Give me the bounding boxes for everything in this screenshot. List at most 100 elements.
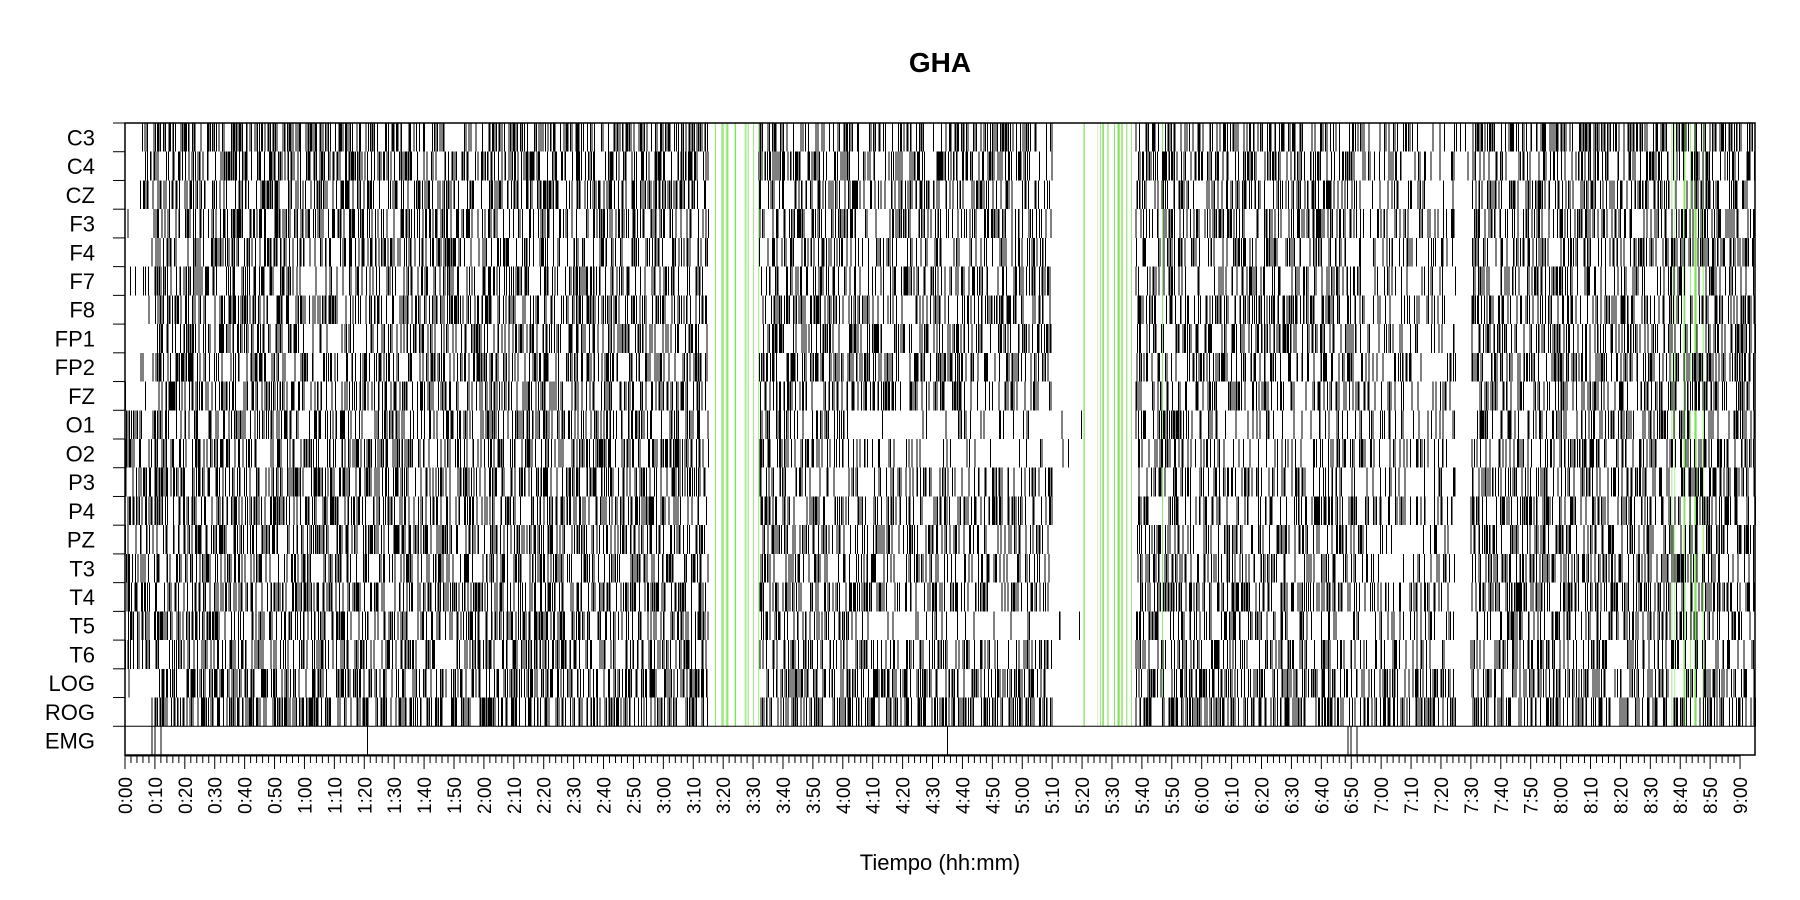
channel-row-t3 — [113, 553, 1755, 583]
channel-label-cz: CZ — [66, 183, 95, 208]
channel-events-f3 — [127, 209, 1755, 238]
channel-events-pz — [125, 525, 1754, 554]
x-tick-label: 8:10 — [1582, 777, 1603, 814]
event-layer — [113, 122, 1757, 755]
x-tick-label: 0:00 — [116, 777, 137, 814]
x-tick-label: 8:30 — [1641, 777, 1662, 814]
channel-events-t3 — [125, 553, 1755, 583]
channel-label-o1: O1 — [66, 413, 95, 438]
x-tick-label: 5:30 — [1103, 777, 1124, 814]
highlight-interval-1 — [1083, 123, 1132, 727]
channel-row-t6 — [113, 639, 1755, 669]
channel-row-fp1 — [113, 323, 1756, 353]
x-tick-label: 8:00 — [1552, 777, 1573, 814]
x-tick-label: 3:00 — [654, 777, 675, 814]
channel-events-emg — [151, 726, 1358, 755]
highlight-interval-0 — [714, 123, 760, 727]
channel-row-log — [113, 668, 1755, 698]
x-axis-label: Tiempo (hh:mm) — [860, 850, 1021, 875]
x-tick-label: 5:40 — [1133, 777, 1154, 814]
channel-row-c3 — [113, 122, 1753, 152]
channel-row-f3 — [113, 208, 1755, 238]
channel-events-o1 — [125, 410, 1755, 439]
x-tick-label: 7:00 — [1372, 777, 1393, 814]
x-tick-label: 1:40 — [415, 777, 436, 814]
channel-events-p4 — [127, 496, 1756, 526]
channel-row-f7 — [113, 266, 1754, 296]
channel-row-pz — [113, 524, 1754, 554]
channel-row-p3 — [113, 467, 1755, 497]
channel-row-c4 — [113, 151, 1756, 181]
channel-label-f3: F3 — [69, 212, 95, 237]
x-tick-label: 6:20 — [1253, 777, 1274, 814]
x-tick-label: 8:20 — [1611, 777, 1632, 814]
x-tick-label: 2:00 — [475, 777, 496, 814]
channel-events-t5 — [124, 611, 1751, 641]
channel-row-f4 — [113, 237, 1754, 267]
x-tick-label: 4:00 — [834, 777, 855, 814]
x-tick-label: 4:40 — [953, 777, 974, 814]
x-tick-label: 6:30 — [1282, 777, 1303, 814]
channel-row-t5 — [113, 610, 1751, 641]
y-axis: C3 C4 CZ F3 F4 F7 F8 FP1 FP2 FZ O1 O2 P3 P4 PZ T3 T4 T5 T6… — [45, 125, 95, 753]
x-tick-label: 7:30 — [1462, 777, 1483, 814]
x-tick-label: 2:10 — [505, 777, 526, 814]
channel-label-c4: C4 — [67, 154, 95, 179]
x-tick-label: 3:10 — [684, 777, 705, 814]
x-tick-label: 0:30 — [206, 777, 227, 814]
channel-row-fp2 — [113, 352, 1755, 382]
x-tick-label: 1:00 — [295, 777, 316, 814]
channel-events-f4 — [151, 237, 1754, 267]
channel-events-t4 — [126, 582, 1756, 612]
x-tick-label: 2:20 — [535, 777, 556, 814]
x-tick-label: 0:40 — [236, 777, 257, 814]
channel-events-rog — [151, 697, 1757, 727]
highlight-layer — [714, 123, 1705, 727]
x-tick-label: 7:10 — [1402, 777, 1423, 814]
x-tick-label: 0:10 — [146, 777, 167, 814]
x-tick-label: 1:10 — [325, 777, 346, 814]
channel-row-emg — [113, 725, 1358, 755]
channel-row-fz — [113, 381, 1754, 411]
x-tick-label: 3:50 — [804, 777, 825, 814]
channel-events-fp1 — [157, 324, 1756, 353]
channel-label-fz: FZ — [68, 384, 95, 409]
x-tick-label: 4:50 — [983, 777, 1004, 814]
x-axis: 0:00 0:10 0:20 0:30 0:40 0:50 1:00 1:10 1:20 1:30… — [116, 755, 1752, 814]
channel-label-p4: P4 — [68, 499, 95, 524]
channel-label-f4: F4 — [69, 240, 95, 265]
channel-label-c3: C3 — [67, 125, 95, 150]
channel-events-f7 — [130, 266, 1754, 296]
x-tick-label: 0:50 — [266, 777, 287, 814]
channel-row-o2 — [113, 438, 1756, 468]
channel-events-o2 — [125, 439, 1756, 468]
channel-row-o1 — [113, 409, 1755, 439]
channel-events-f8 — [148, 295, 1755, 325]
x-tick-label: 4:20 — [894, 777, 915, 814]
channel-events-fz — [125, 381, 1754, 411]
channel-events-cz — [139, 180, 1748, 210]
x-tick-label: 6:50 — [1342, 777, 1363, 814]
x-tick-label: 3:20 — [714, 777, 735, 814]
chart-title: GHA — [909, 47, 971, 78]
channel-label-pz: PZ — [67, 528, 95, 553]
x-tick-label: 6:00 — [1193, 777, 1214, 814]
channel-label-p3: P3 — [68, 470, 95, 495]
channel-label-o2: O2 — [66, 441, 95, 466]
x-tick-label: 5:20 — [1073, 777, 1094, 814]
x-tick-label: 1:30 — [385, 777, 406, 814]
channel-row-rog — [113, 697, 1757, 727]
x-tick-label: 7:50 — [1522, 777, 1543, 814]
plot-frame — [124, 122, 1756, 756]
channel-events-p3 — [124, 467, 1755, 497]
x-tick-label: 7:40 — [1492, 777, 1513, 814]
channel-label-f8: F8 — [69, 298, 95, 323]
x-tick-label: 8:50 — [1701, 777, 1722, 814]
x-tick-label: 7:20 — [1432, 777, 1453, 814]
channel-events-fp2 — [140, 352, 1755, 382]
x-tick-label: 5:00 — [1013, 777, 1034, 814]
x-tick-label: 4:10 — [864, 777, 885, 814]
channel-label-f7: F7 — [69, 269, 95, 294]
channel-label-t5: T5 — [69, 614, 95, 639]
